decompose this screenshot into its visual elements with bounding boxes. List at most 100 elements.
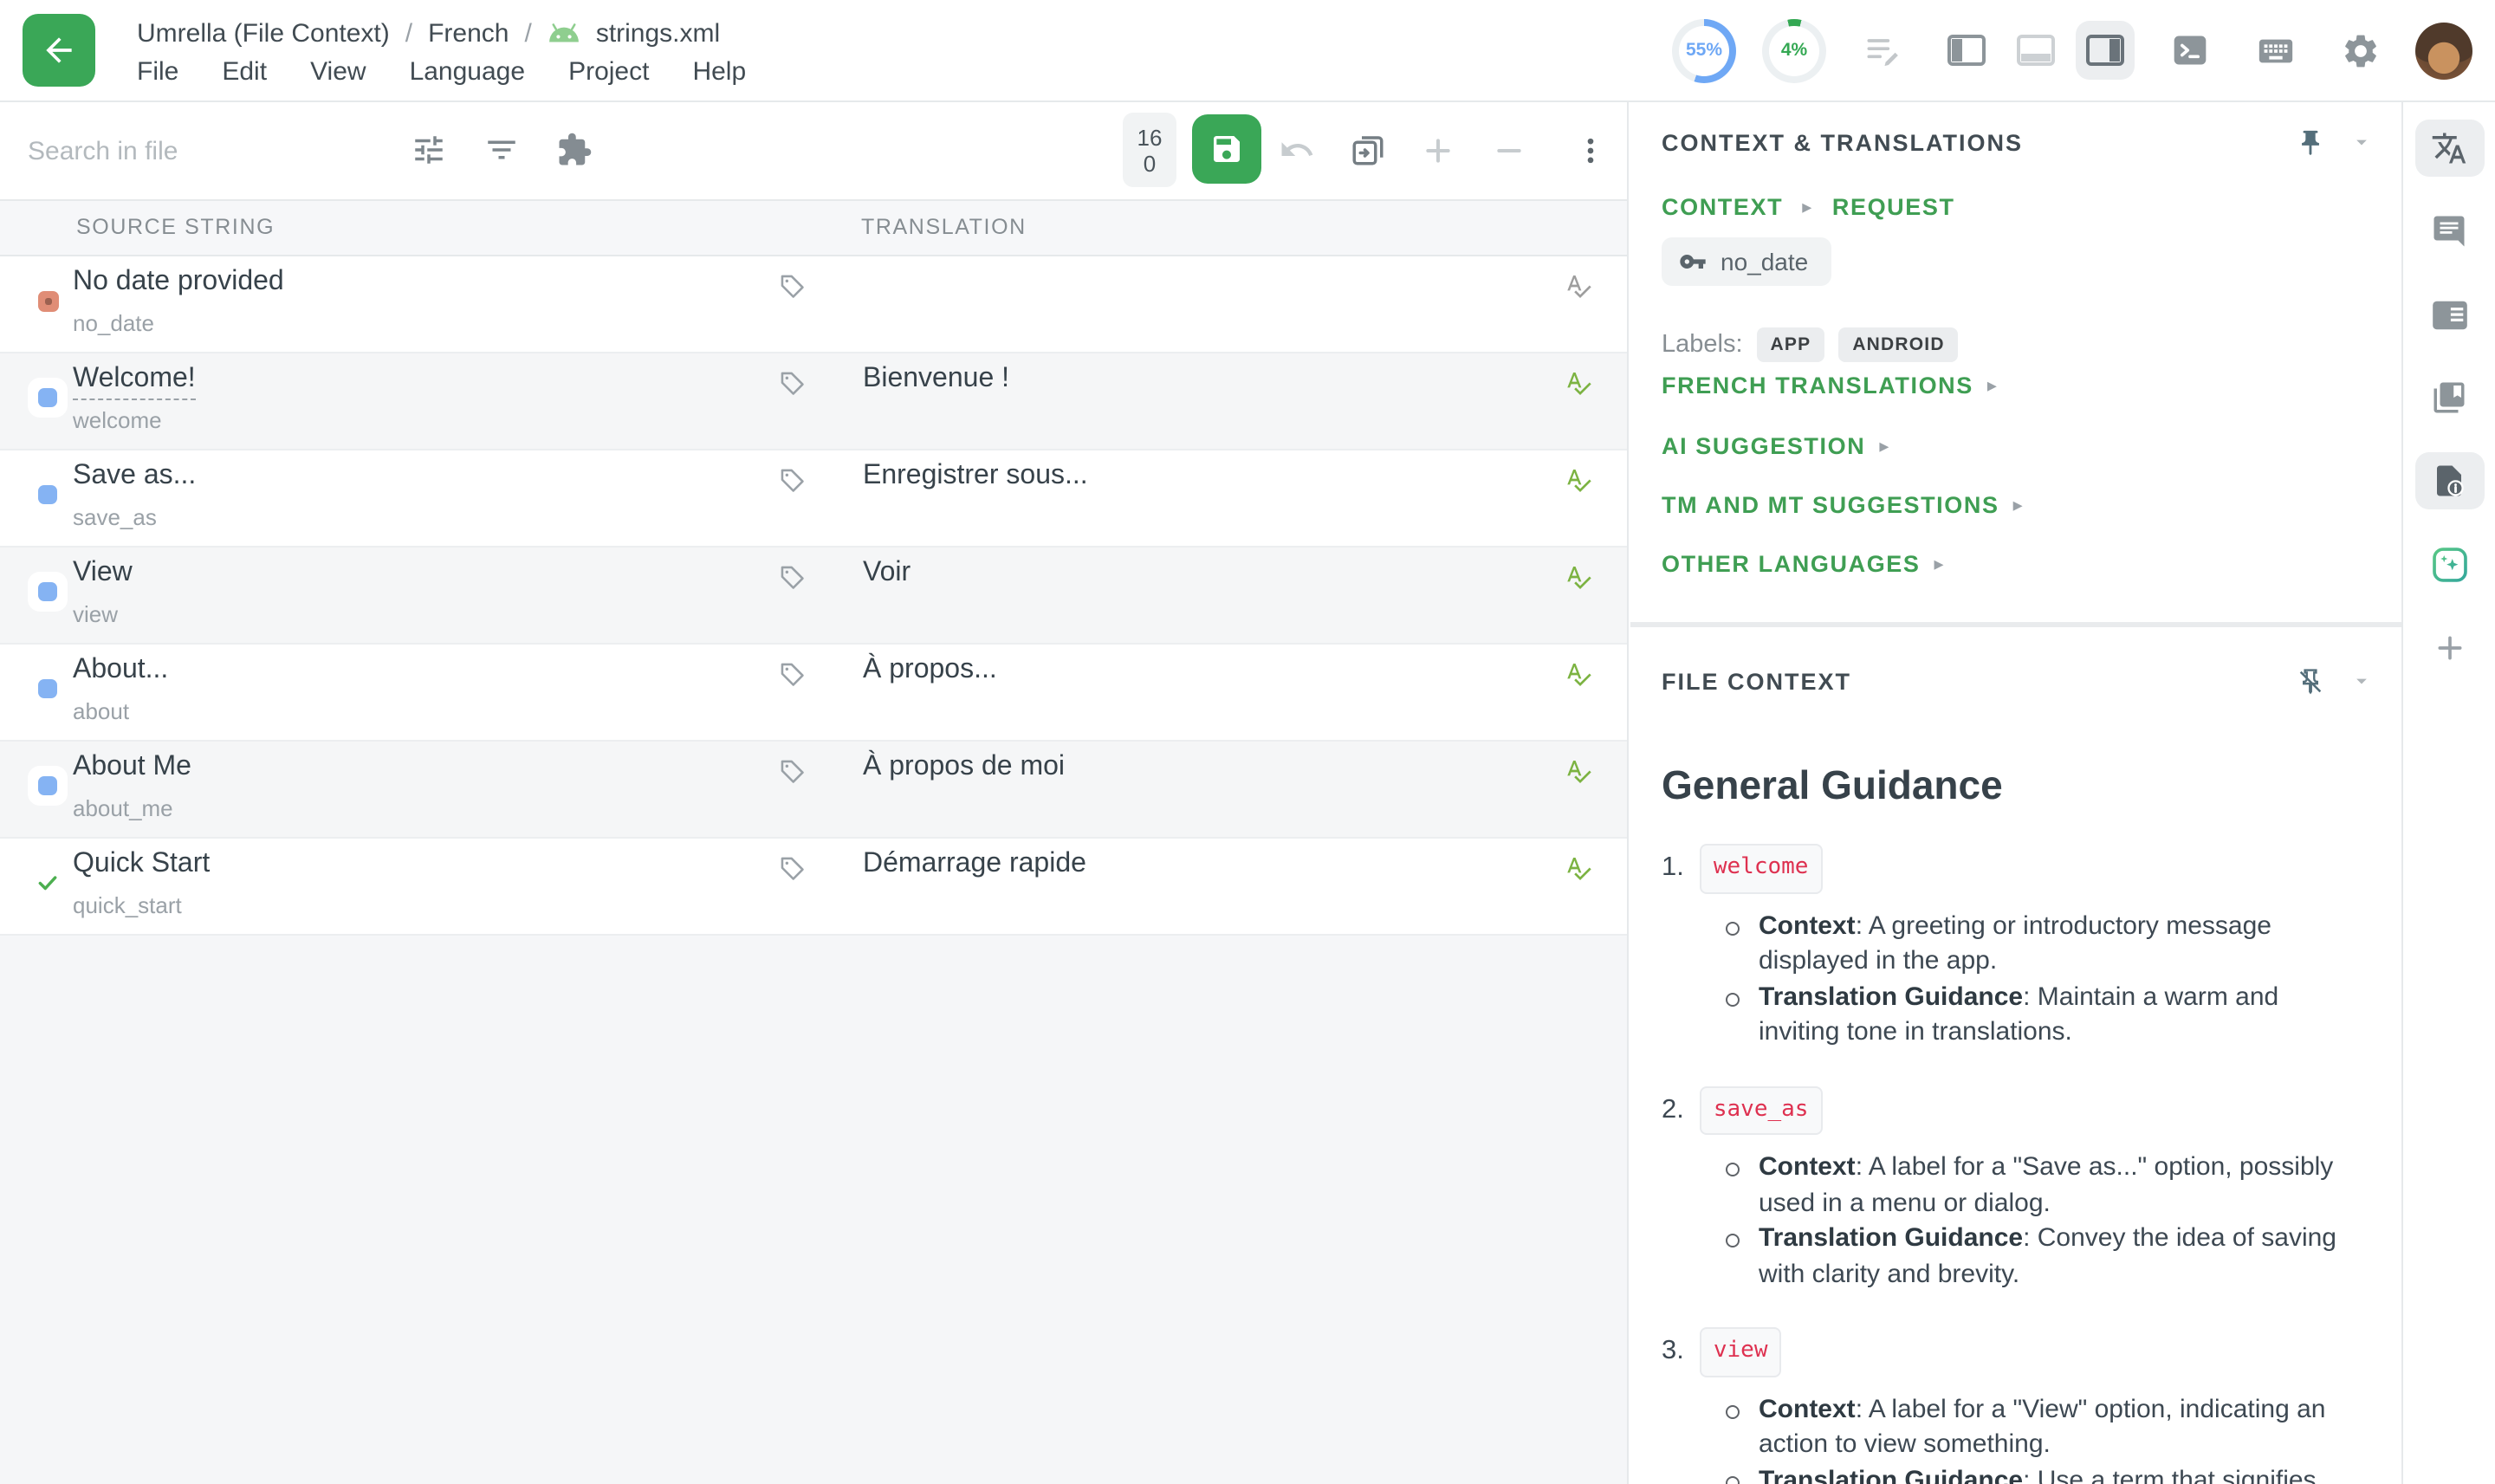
tag-icon[interactable] xyxy=(778,660,807,690)
breadcrumb-project[interactable]: Umrella (File Context) xyxy=(137,18,390,48)
source-text: View xyxy=(73,558,133,587)
save-floppy-icon xyxy=(1214,136,1240,162)
unpin-icon[interactable] xyxy=(2296,666,2325,696)
table-row-save-as[interactable]: Save as... save_as Enregistrer sous... xyxy=(0,450,1627,548)
terminal-icon[interactable] xyxy=(2161,21,2220,80)
section-ai-suggestion[interactable]: AI SUGGESTION ▸ xyxy=(1662,433,1890,459)
back-button[interactable] xyxy=(23,14,95,87)
keyboard-icon[interactable] xyxy=(2246,21,2304,80)
source-text: About... xyxy=(73,655,169,684)
reviewed-progress-label: 4% xyxy=(1780,40,1808,61)
menu-help[interactable]: Help xyxy=(692,57,747,87)
guidance-bullet: Translation Guidance: Convey the idea of… xyxy=(1726,1222,2365,1293)
tab-request[interactable]: REQUEST xyxy=(1831,194,1955,220)
menu-edit[interactable]: Edit xyxy=(222,57,268,87)
translation-text: Démarrage rapide xyxy=(863,849,1086,878)
left-panel-layout-icon[interactable] xyxy=(1937,21,1996,80)
chevron-right-icon: ▸ xyxy=(1802,198,1813,218)
section-french-translations[interactable]: FRENCH TRANSLATIONS ▸ xyxy=(1662,373,1999,399)
menu-language[interactable]: Language xyxy=(409,57,526,87)
table-row-quick-start[interactable]: Quick Start quick_start Démarrage rapide xyxy=(0,839,1627,936)
table-row-about-me[interactable]: About Me about_me À propos de moi xyxy=(0,742,1627,839)
label-chip-app[interactable]: APP xyxy=(1756,327,1825,362)
section-other-languages[interactable]: OTHER LANGUAGES ▸ xyxy=(1662,551,1945,577)
menu-file[interactable]: File xyxy=(137,57,179,87)
guidance-heading: General Guidance xyxy=(1662,762,2003,807)
right-panel-layout-icon[interactable] xyxy=(2076,21,2135,80)
source-text: No date provided xyxy=(73,267,284,296)
spellcheck-icon xyxy=(1565,854,1592,882)
search-input[interactable] xyxy=(24,125,395,177)
section-label: TM AND MT SUGGESTIONS xyxy=(1662,492,1999,518)
menu-project[interactable]: Project xyxy=(568,57,650,87)
spellcheck-icon xyxy=(1565,466,1592,494)
tag-icon[interactable] xyxy=(778,466,807,496)
glossary-book-panel-icon[interactable] xyxy=(2414,369,2484,426)
pin-icon[interactable] xyxy=(2296,127,2325,157)
translations-panel-icon[interactable] xyxy=(2414,120,2484,177)
breadcrumb-language[interactable]: French xyxy=(428,18,509,48)
labels-caption: Labels: xyxy=(1662,331,1743,359)
table-row-view[interactable]: View view Voir xyxy=(0,548,1627,645)
plugins-puzzle-icon[interactable] xyxy=(554,131,593,169)
string-key: no_date xyxy=(73,310,154,336)
duplicate-icon[interactable] xyxy=(1348,131,1386,169)
collapse-chevron-icon[interactable] xyxy=(2349,130,2374,154)
panel-title: CONTEXT & TRANSLATIONS xyxy=(1662,129,2023,155)
settings-sliders-icon[interactable] xyxy=(409,131,447,169)
undo-icon[interactable] xyxy=(1277,131,1315,169)
guidance-item-view: 3. view Context: A label for a "View" op… xyxy=(1662,1327,2365,1484)
file-context-document: General Guidance 1. welcome Context: A g… xyxy=(1662,761,2365,1484)
topbar-right-icons: 55% 4% xyxy=(1672,0,2472,100)
save-button[interactable] xyxy=(1192,114,1261,184)
string-counter[interactable]: 16 0 xyxy=(1123,113,1176,187)
ai-sparkle-panel-icon[interactable] xyxy=(2414,535,2484,593)
more-options-kebab-icon[interactable] xyxy=(1572,131,1610,169)
table-row-about[interactable]: About... about À propos... xyxy=(0,645,1627,742)
table-row-no-date[interactable]: No date provided no_date xyxy=(0,256,1627,353)
list-number: 3. xyxy=(1662,1336,1684,1365)
tag-icon[interactable] xyxy=(778,757,807,787)
filter-icon-group xyxy=(409,100,593,199)
tag-icon[interactable] xyxy=(778,854,807,884)
list-number: 1. xyxy=(1662,852,1684,882)
top-bar: Umrella (File Context) / French / string… xyxy=(0,0,2495,102)
table-row-welcome[interactable]: Welcome! welcome Bienvenue ! xyxy=(0,353,1627,450)
guidance-bullet: Translation Guidance: Maintain a warm an… xyxy=(1726,980,2365,1051)
string-key: view xyxy=(73,601,119,627)
remove-icon[interactable] xyxy=(1490,131,1528,169)
bottom-panel-layout-icon[interactable] xyxy=(2006,21,2065,80)
tag-icon[interactable] xyxy=(778,272,807,301)
collapse-chevron-icon[interactable] xyxy=(2349,669,2374,693)
add-icon[interactable] xyxy=(1419,131,1457,169)
file-context-panel-icon[interactable] xyxy=(2414,452,2484,509)
section-tm-mt-suggestions[interactable]: TM AND MT SUGGESTIONS ▸ xyxy=(1662,492,2024,518)
settings-gear-icon[interactable] xyxy=(2330,21,2389,80)
string-key: welcome xyxy=(73,407,162,433)
key-code-chip: welcome xyxy=(1699,844,1823,893)
table-header: SOURCE STRING TRANSLATION xyxy=(0,201,1627,256)
tag-icon[interactable] xyxy=(778,369,807,399)
comments-panel-icon[interactable] xyxy=(2414,203,2484,260)
tag-icon[interactable] xyxy=(778,563,807,593)
string-key-chip[interactable]: no_date xyxy=(1662,237,1831,286)
string-count-secondary: 0 xyxy=(1143,150,1157,176)
translation-text: À propos... xyxy=(863,655,997,684)
menu-bar: File Edit View Language Project Help xyxy=(137,57,746,87)
tab-context[interactable]: CONTEXT xyxy=(1662,194,1784,220)
file-context-header: FILE CONTEXT xyxy=(1662,664,2374,698)
reviewed-progress-ring[interactable]: 4% xyxy=(1762,18,1826,82)
add-panel-icon[interactable] xyxy=(2414,619,2484,676)
key-icon xyxy=(1680,255,1706,269)
tasks-edit-icon[interactable] xyxy=(1852,21,1911,80)
menu-view[interactable]: View xyxy=(310,57,366,87)
user-avatar[interactable] xyxy=(2415,22,2472,79)
guidance-bullet: Translation Guidance: Use a term that si… xyxy=(1726,1463,2365,1484)
spellcheck-icon xyxy=(1565,660,1592,688)
filter-icon[interactable] xyxy=(482,131,520,169)
breadcrumb-file[interactable]: strings.xml xyxy=(595,18,721,48)
key-chip-label: no_date xyxy=(1721,248,1809,275)
label-chip-android[interactable]: ANDROID xyxy=(1838,327,1959,362)
translated-progress-ring[interactable]: 55% xyxy=(1672,18,1736,82)
details-card-panel-icon[interactable] xyxy=(2414,286,2484,343)
